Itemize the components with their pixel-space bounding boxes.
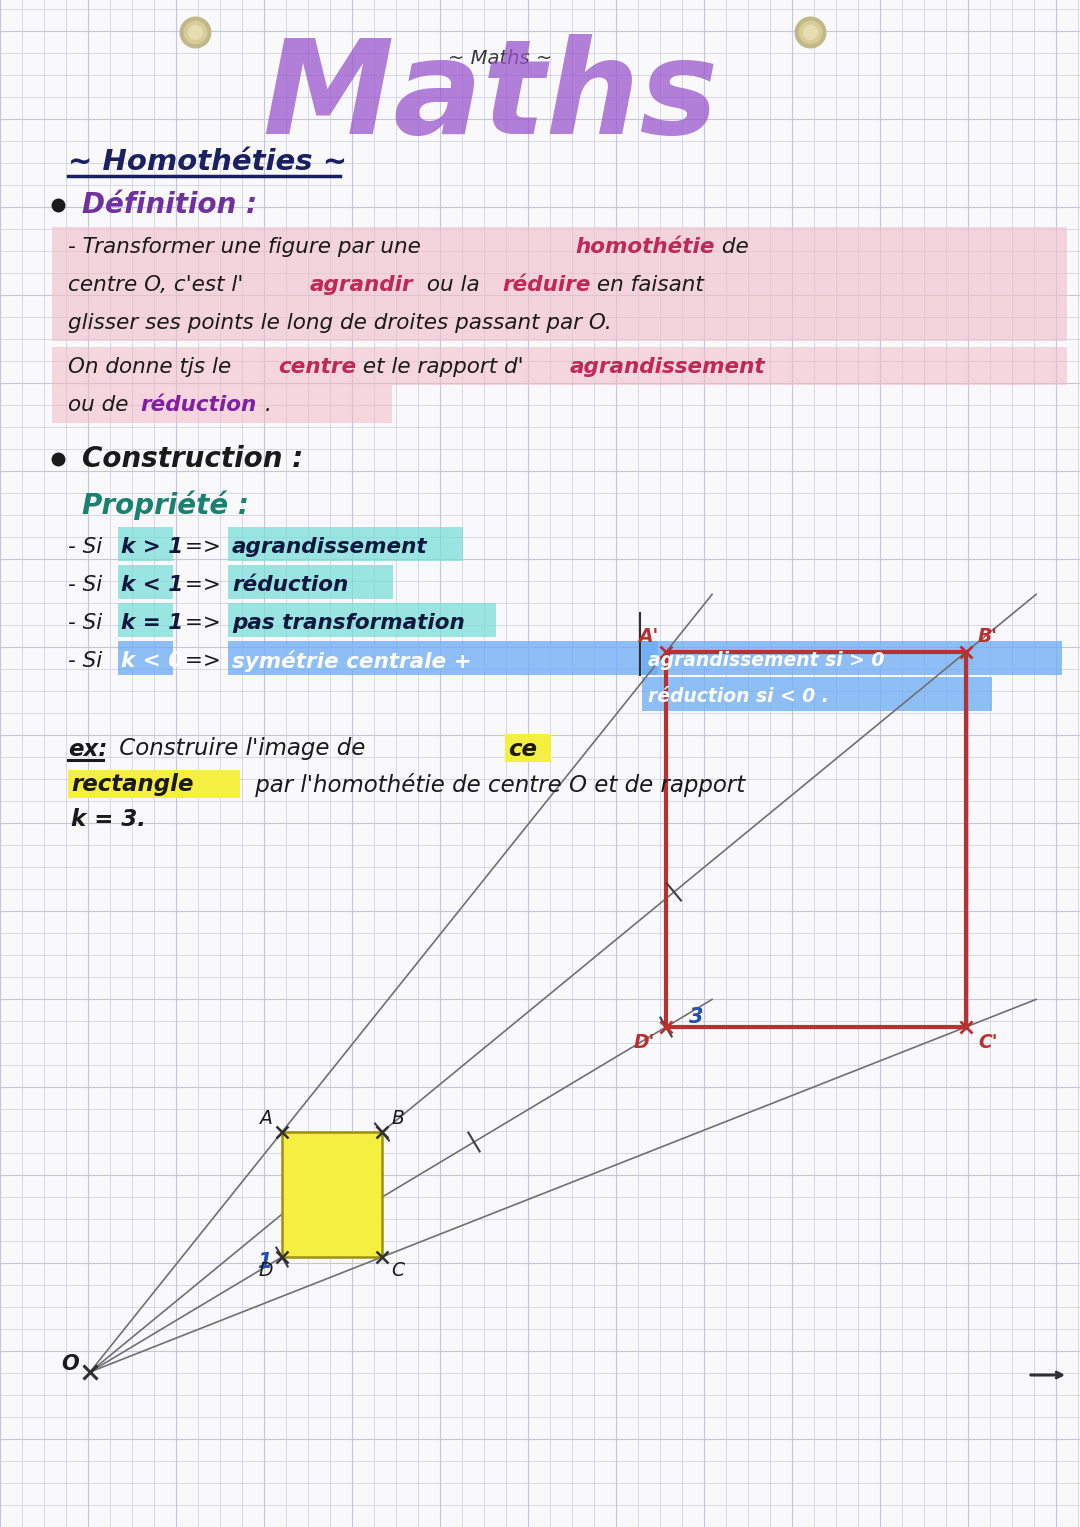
Text: ex:: ex: xyxy=(68,738,107,760)
Text: réduction si < 0 .: réduction si < 0 . xyxy=(648,687,828,707)
Text: k < 0: k < 0 xyxy=(121,651,184,670)
Bar xyxy=(52,228,1067,266)
Text: =>: => xyxy=(178,576,228,596)
Text: glisser ses points le long de droites passant par O.: glisser ses points le long de droites pa… xyxy=(68,313,611,333)
Bar xyxy=(228,641,658,675)
Bar xyxy=(228,603,496,637)
Bar xyxy=(52,347,1067,385)
Text: - Si: - Si xyxy=(68,576,109,596)
Bar xyxy=(52,266,1067,302)
Text: Maths: Maths xyxy=(261,34,718,160)
Text: Définition :: Définition : xyxy=(82,191,257,218)
Bar xyxy=(228,565,393,599)
Text: ou la: ou la xyxy=(420,275,486,295)
Text: homothétie: homothétie xyxy=(575,237,715,257)
Text: Construire l'image de: Construire l'image de xyxy=(112,738,373,760)
Text: ~ Maths ~: ~ Maths ~ xyxy=(448,49,552,69)
Text: k = 1: k = 1 xyxy=(121,612,184,634)
Text: A': A' xyxy=(638,626,658,646)
Text: ce: ce xyxy=(508,738,537,760)
Text: On donne tjs le: On donne tjs le xyxy=(68,357,238,377)
Text: =>: => xyxy=(178,612,228,634)
Text: 3: 3 xyxy=(689,1006,703,1028)
Text: - Transformer une figure par une: - Transformer une figure par une xyxy=(68,237,428,257)
Text: pas transformation: pas transformation xyxy=(232,612,464,634)
Text: 1: 1 xyxy=(257,1252,271,1272)
Bar xyxy=(118,641,173,675)
Bar xyxy=(642,676,993,712)
Text: - Si: - Si xyxy=(68,538,109,557)
Polygon shape xyxy=(282,1132,382,1257)
Text: centre: centre xyxy=(278,357,356,377)
Bar xyxy=(118,603,173,637)
Text: =>: => xyxy=(178,651,228,670)
Text: agrandissement: agrandissement xyxy=(232,538,428,557)
Text: B': B' xyxy=(978,626,998,646)
Bar xyxy=(52,302,1067,341)
Text: ~ Homothéties ~: ~ Homothéties ~ xyxy=(68,148,347,176)
Text: réduire: réduire xyxy=(502,275,591,295)
Bar xyxy=(642,641,1062,675)
Bar xyxy=(68,770,240,799)
Bar xyxy=(228,527,463,560)
Text: agrandir: agrandir xyxy=(310,275,414,295)
Text: k = 3.: k = 3. xyxy=(71,808,146,831)
Text: - Si: - Si xyxy=(68,651,109,670)
Text: et le rapport d': et le rapport d' xyxy=(356,357,524,377)
Text: ou de: ou de xyxy=(68,395,135,415)
Text: par l'homothétie de centre O et de rapport: par l'homothétie de centre O et de rappo… xyxy=(248,773,745,797)
Text: symétrie centrale +: symétrie centrale + xyxy=(232,651,480,672)
Bar xyxy=(505,734,551,762)
Bar xyxy=(118,527,173,560)
Text: A: A xyxy=(259,1109,272,1127)
Text: Propriété :: Propriété : xyxy=(82,490,249,519)
Text: C: C xyxy=(391,1261,405,1281)
Text: k < 1: k < 1 xyxy=(121,576,184,596)
Text: réduction: réduction xyxy=(140,395,256,415)
Text: =>: => xyxy=(178,538,228,557)
Bar xyxy=(52,385,392,423)
Text: D': D' xyxy=(633,1034,654,1052)
Text: centre O, c'est l': centre O, c'est l' xyxy=(68,275,243,295)
Text: de: de xyxy=(715,237,748,257)
Text: C': C' xyxy=(978,1034,998,1052)
Text: O: O xyxy=(62,1354,79,1374)
Text: agrandissement si > 0: agrandissement si > 0 xyxy=(648,652,885,670)
Text: réduction: réduction xyxy=(232,576,348,596)
Text: k > 1: k > 1 xyxy=(121,538,184,557)
Text: - Si: - Si xyxy=(68,612,109,634)
Bar xyxy=(118,565,173,599)
Text: Construction :: Construction : xyxy=(82,444,303,473)
Text: rectangle: rectangle xyxy=(71,774,193,797)
Text: en faisant: en faisant xyxy=(590,275,704,295)
Text: D: D xyxy=(259,1261,273,1281)
Text: B: B xyxy=(392,1109,404,1127)
Text: .: . xyxy=(265,395,272,415)
Text: agrandissement: agrandissement xyxy=(570,357,766,377)
